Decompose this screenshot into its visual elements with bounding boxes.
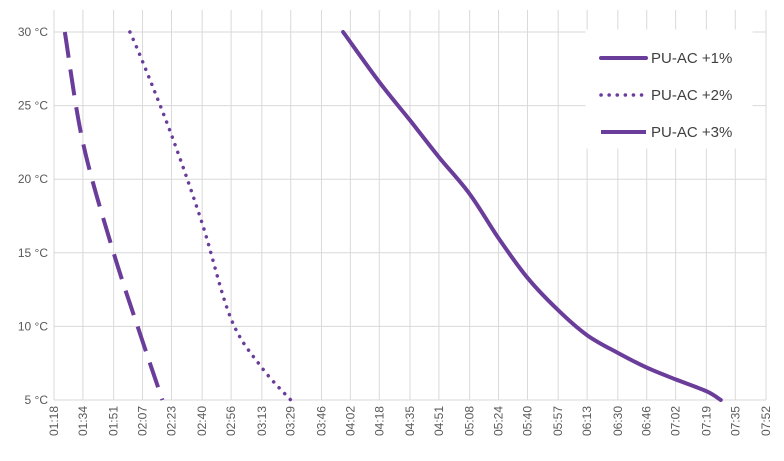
legend-box [585,29,753,149]
x-tick-label: 05:24 [492,406,506,436]
y-tick-label: 15 °C [18,246,48,260]
y-tick-label: 25 °C [18,99,48,113]
legend-label-3: PU-AC +3% [651,124,732,141]
y-tick-label: 10 °C [18,319,48,333]
x-tick-label: 01:51 [107,406,121,436]
series-lines [62,30,723,402]
x-tick-label: 06:30 [611,406,625,436]
x-tick-label: 02:56 [224,406,238,436]
x-tick-label: 04:51 [432,406,446,436]
series-line-2 [128,30,293,402]
legend: PU-AC +1% PU-AC +2% PU-AC +3% [585,29,753,149]
x-tick-label: 05:57 [551,406,565,436]
x-tick-label: 02:07 [136,406,150,436]
x-tick-label: 07:02 [669,406,683,436]
x-tick-label: 06:13 [580,406,594,436]
x-tick-label: 07:35 [728,406,742,436]
x-tick-label: 03:13 [255,406,269,436]
x-tick-label: 04:35 [403,406,417,436]
x-tick-label: 05:40 [520,406,534,436]
x-tick-label: 04:18 [372,406,386,436]
axis-tick-labels: 5 °C 10 °C 15 °C 20 °C 25 °C 30 °C 01:18 01:34 0… [18,25,773,436]
x-tick-label: 01:18 [47,406,61,436]
grid-lines [53,10,767,401]
y-tick-label: 5 °C [25,393,49,407]
legend-label-1: PU-AC +1% [651,50,732,67]
x-tick-label: 02:40 [195,406,209,436]
series-line-3 [62,31,165,401]
legend-label-2: PU-AC +2% [651,87,732,104]
x-tick-label: 01:34 [76,406,90,436]
y-tick-label: 30 °C [18,25,48,39]
series-line-1 [341,30,723,402]
x-tick-label: 07:19 [699,406,713,436]
x-tick-label: 05:08 [463,406,477,436]
x-tick-label: 02:23 [164,406,178,436]
x-tick-label: 04:02 [343,406,357,436]
x-tick-label: 03:29 [284,406,298,436]
y-tick-label: 20 °C [18,172,48,186]
x-tick-label: 07:52 [759,406,773,436]
x-tick-label: 03:46 [314,406,328,436]
x-tick-label: 06:46 [640,406,654,436]
